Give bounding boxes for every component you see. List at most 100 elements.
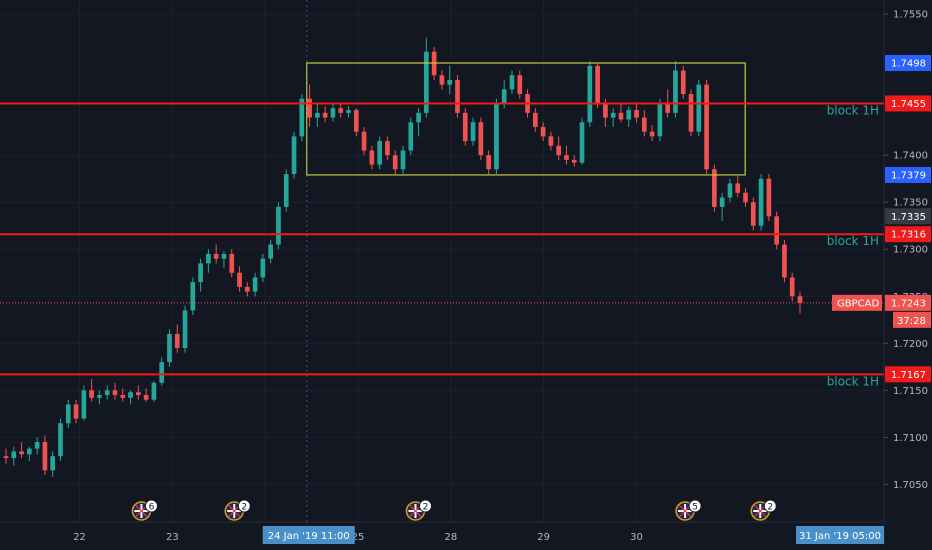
candle-57 [447, 65, 453, 95]
candle-16 [128, 390, 133, 405]
candle-52 [408, 117, 414, 156]
candle-body-6 [50, 456, 56, 471]
price-badge-1: 1.7379 [885, 166, 931, 183]
candle-51 [400, 145, 406, 174]
candle-body-92 [719, 197, 725, 207]
candle-body-22 [174, 333, 180, 348]
event-count-1: 2 [241, 503, 247, 513]
candle-94 [735, 175, 741, 198]
candle-49 [385, 136, 390, 160]
price-tick-1: 1.7400 [893, 151, 928, 162]
candle-body-58 [455, 79, 460, 113]
event-marker-4[interactable]: 2 [750, 499, 777, 521]
candle-body-52 [408, 122, 414, 151]
candle-36 [283, 169, 289, 212]
candle-4 [34, 437, 40, 455]
candle-11 [89, 379, 94, 402]
candle-34 [268, 239, 274, 264]
candle-body-37 [291, 136, 297, 174]
candle-body-93 [727, 183, 733, 198]
price-badge-2-text: 1.7335 [891, 212, 926, 223]
candle-body-20 [159, 362, 165, 383]
candle-body-27 [213, 253, 219, 259]
candle-body-36 [283, 174, 289, 207]
candle-body-59 [462, 112, 468, 142]
event-marker-2[interactable]: 2 [405, 499, 432, 521]
candle-body-48 [377, 141, 382, 165]
candle-41 [322, 106, 328, 123]
candle-body-51 [400, 150, 406, 170]
candle-body-81 [634, 110, 639, 118]
candle-75 [587, 61, 593, 127]
candle-3 [27, 446, 32, 461]
candle-33 [260, 253, 266, 283]
candle-84 [657, 98, 663, 142]
candle-101 [789, 272, 795, 301]
event-marker-3[interactable]: 5 [675, 499, 702, 521]
price-tick-6: 1.7150 [893, 386, 928, 397]
candle-38 [299, 94, 305, 142]
candle-45 [353, 108, 359, 137]
candle-39 [307, 84, 312, 127]
symbol-tag: GBPCAD [837, 298, 879, 309]
candle-body-88 [688, 94, 694, 132]
price-badge-1-bg [885, 166, 931, 183]
candles-layer [3, 37, 803, 477]
price-badge-2: 1.7335 [885, 208, 931, 225]
candle-60 [470, 117, 476, 146]
candle-99 [774, 211, 779, 250]
level-badge-2-bg [885, 366, 931, 383]
grid-lines [0, 0, 884, 522]
candle-9 [73, 399, 79, 424]
candle-29 [229, 249, 235, 278]
price-axis-bg [884, 0, 932, 550]
candle-83 [649, 125, 655, 142]
candle-body-61 [478, 122, 484, 156]
level-badge-1-bg [885, 226, 931, 243]
candle-body-4 [34, 442, 40, 449]
candle-body-76 [595, 65, 600, 104]
event-marker-0[interactable]: 6 [131, 499, 158, 521]
event-count-0: 6 [149, 503, 155, 513]
price-tick-8: 1.7050 [893, 480, 928, 491]
candle-body-96 [750, 202, 756, 226]
candle-body-82 [641, 117, 647, 132]
candle-21 [167, 329, 172, 367]
event-count-2: 2 [423, 503, 429, 513]
price-tick-5: 1.7200 [893, 339, 928, 350]
candle-31 [244, 282, 250, 297]
candle-6 [50, 451, 56, 477]
candle-body-19 [151, 382, 157, 400]
countdown-bg [893, 311, 931, 328]
candle-body-25 [198, 263, 203, 283]
candle-body-87 [680, 70, 686, 95]
candle-body-30 [237, 272, 242, 287]
candle-32 [252, 272, 258, 297]
event-count-3: 5 [692, 503, 698, 513]
candle-body-80 [626, 110, 632, 120]
time-axis-bg [0, 522, 884, 550]
candle-body-91 [712, 169, 717, 207]
candle-27 [213, 244, 219, 264]
candle-body-72 [564, 155, 569, 160]
candle-70 [548, 131, 554, 151]
candle-25 [198, 258, 203, 292]
candle-14 [112, 382, 118, 400]
candle-body-35 [276, 206, 281, 245]
candle-body-83 [649, 131, 655, 137]
candle-body-73 [571, 159, 577, 163]
candle-body-3 [27, 448, 32, 455]
time-tick-5: 30 [630, 532, 643, 543]
candle-96 [750, 197, 756, 231]
event-marker-1[interactable]: 2 [224, 499, 251, 521]
candle-72 [564, 145, 569, 165]
candle-12 [97, 390, 102, 405]
economic-events[interactable]: 6 2 2 5 2 [131, 499, 777, 521]
candle-body-38 [299, 98, 305, 137]
last-price-badge: 1.7243 [885, 294, 931, 311]
price-axis[interactable]: 1.75501.74001.73501.73001.72501.72001.71… [883, 0, 932, 550]
candle-79 [618, 103, 624, 123]
